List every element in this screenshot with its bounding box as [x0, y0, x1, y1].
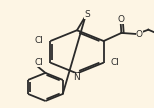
Text: S: S	[84, 10, 90, 19]
Text: Cl: Cl	[34, 58, 43, 67]
Text: N: N	[74, 73, 80, 82]
Text: Cl: Cl	[34, 36, 43, 45]
Text: O: O	[118, 15, 125, 24]
Text: O: O	[136, 29, 143, 39]
Text: Cl: Cl	[111, 58, 120, 67]
